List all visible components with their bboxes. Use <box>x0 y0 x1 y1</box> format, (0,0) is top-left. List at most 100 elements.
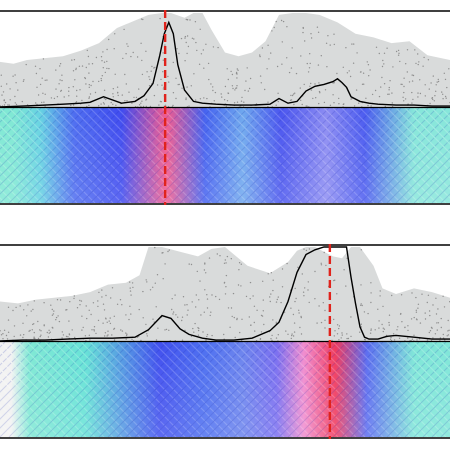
scatter-point <box>236 68 238 70</box>
scatter-point <box>267 44 269 46</box>
scatter-point <box>280 301 282 304</box>
scatter-point <box>346 72 349 74</box>
scatter-point <box>432 337 434 339</box>
scatter-point <box>23 309 25 311</box>
scatter-point <box>323 101 326 104</box>
scatter-point <box>309 53 311 55</box>
scatter-point <box>112 103 114 106</box>
scatter-point <box>411 102 413 104</box>
scatter-point <box>363 83 365 85</box>
scatter-point <box>300 99 302 102</box>
scatter-point <box>236 317 238 320</box>
scatter-point <box>35 102 37 104</box>
scatter-point <box>378 52 380 55</box>
scatter-point <box>413 334 415 336</box>
scatter-point <box>14 74 16 76</box>
scatter-point <box>370 105 372 107</box>
scatter-point <box>275 20 277 23</box>
scatter-point <box>152 318 154 320</box>
scatter-point <box>447 319 449 322</box>
scatter-point <box>427 59 430 61</box>
scatter-point <box>349 75 352 78</box>
scatter-point <box>350 335 352 338</box>
scatter-point <box>184 329 186 332</box>
scatter-point <box>181 87 183 89</box>
scatter-point <box>241 96 243 99</box>
scatter-point <box>41 77 43 79</box>
scatter-point <box>76 95 78 97</box>
scatter-point <box>418 61 420 63</box>
scatter-point <box>282 20 285 23</box>
scatter-point <box>203 269 206 271</box>
scatter-point <box>138 104 141 106</box>
scatter-point <box>200 53 203 55</box>
scatter-point <box>389 338 392 340</box>
scatter-point <box>43 302 45 304</box>
scatter-point <box>308 301 310 304</box>
scatter-point <box>314 298 316 300</box>
scatter-point <box>103 103 106 105</box>
scatter-point <box>300 316 302 319</box>
scatter-point <box>285 330 287 332</box>
scatter-point <box>237 284 240 286</box>
scatter-point <box>272 319 274 321</box>
scatter-point <box>196 270 198 273</box>
scatter-point <box>447 334 450 336</box>
scatter-point <box>261 315 264 317</box>
scatter-point <box>73 297 75 300</box>
scatter-point <box>177 83 179 86</box>
scatter-point <box>448 329 450 331</box>
scatter-point <box>406 49 409 51</box>
scatter-point <box>386 47 388 49</box>
scatter-point <box>9 99 11 101</box>
profile-line <box>0 246 450 342</box>
scatter-point <box>176 48 178 50</box>
scatter-point <box>436 81 438 83</box>
scatter-point <box>219 255 221 257</box>
scatter-point <box>359 71 362 73</box>
scatter-point <box>430 326 433 329</box>
scatter-point <box>205 43 207 45</box>
scatter-point <box>40 334 42 336</box>
scatter-point <box>266 68 268 70</box>
scatter-point <box>247 90 249 92</box>
scatter-point <box>44 79 46 82</box>
scatter-point <box>293 103 295 106</box>
scatter-point <box>324 319 326 321</box>
scatter-point <box>240 100 243 102</box>
scatter-point <box>358 102 360 104</box>
scatter-point <box>68 90 70 92</box>
scatter-point <box>234 336 236 339</box>
scatter-point <box>329 44 331 46</box>
scatter-point <box>145 323 147 326</box>
scatter-point <box>90 313 92 316</box>
scatter-point <box>303 295 305 297</box>
scatter-point <box>277 100 279 103</box>
scatter-point <box>149 105 152 108</box>
scatter-point <box>141 73 144 76</box>
scatter-point <box>229 326 231 328</box>
scatter-point <box>51 308 53 311</box>
scatter-point <box>306 105 308 107</box>
scatter-point <box>360 303 362 305</box>
scatter-point <box>128 91 130 93</box>
scatter-point <box>310 33 312 35</box>
scatter-point <box>359 331 361 333</box>
scatter-point <box>360 249 362 251</box>
scatter-point <box>58 83 60 85</box>
scatter-point <box>115 104 117 107</box>
scatter-point <box>100 103 102 105</box>
scatter-point <box>33 331 35 334</box>
scatter-point <box>332 94 334 96</box>
scatter-point <box>333 82 335 84</box>
scatter-point <box>343 269 345 271</box>
scatter-point <box>369 69 371 71</box>
scatter-point <box>260 314 263 317</box>
scatter-point <box>382 327 384 329</box>
scatter-point <box>405 63 407 65</box>
scatter-point <box>97 305 99 308</box>
scatter-point <box>366 61 368 63</box>
scatter-point <box>427 294 430 296</box>
scatter-point <box>186 314 188 316</box>
scatter-point <box>332 82 334 84</box>
